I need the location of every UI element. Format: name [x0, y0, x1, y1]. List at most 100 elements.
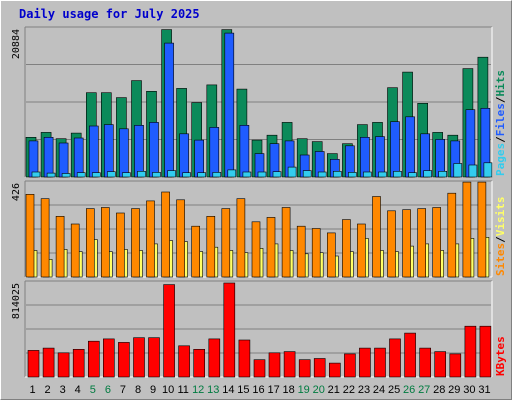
visitors-bar-sites	[387, 210, 396, 278]
traffic-bar-files	[239, 125, 250, 178]
kbytes-bar-kbytes	[419, 347, 432, 378]
kbytes-bar-kbytes	[27, 350, 40, 378]
traffic-bar-pages	[122, 172, 131, 178]
traffic-bar-pages	[92, 172, 101, 178]
x-tick-label: 1	[29, 384, 35, 396]
traffic-bar-files	[119, 128, 129, 178]
kbytes-bar-kbytes	[328, 362, 341, 378]
traffic-bar-files	[73, 137, 84, 178]
traffic-bar-files	[224, 32, 235, 178]
x-tick-label: 27	[418, 384, 430, 396]
kbytes-bar-kbytes	[193, 348, 205, 378]
x-tick-label: 22	[343, 384, 355, 396]
legend-files: Files	[494, 103, 507, 136]
traffic-bar-pages	[182, 172, 191, 178]
traffic-bar-pages	[197, 172, 206, 178]
traffic-bar-pages	[317, 171, 327, 178]
traffic-bar-pages	[438, 171, 448, 178]
visitors-bar-sites	[40, 198, 50, 278]
x-tick-label: 6	[105, 384, 111, 396]
visitors-bar-sites	[296, 225, 306, 278]
traffic-bar-files	[194, 139, 204, 178]
kbytes-bar-kbytes	[238, 339, 251, 378]
traffic-bar-pages	[107, 171, 116, 178]
visitors-bar-sites	[176, 199, 185, 278]
traffic-bar-pages	[468, 164, 478, 178]
kbytes-ymax-label: 814025	[11, 283, 22, 319]
traffic-bar-files	[360, 137, 370, 178]
kbytes-bar-kbytes	[374, 347, 386, 378]
traffic-bar-pages	[363, 171, 372, 178]
x-tick-label: 18	[282, 384, 294, 396]
visitors-bar-sites	[251, 221, 261, 278]
visitors-bar-sites	[281, 207, 291, 278]
visitors-ymax-label: 426	[11, 183, 22, 201]
kbytes-bar-kbytes	[72, 348, 85, 378]
x-tick-label: 3	[60, 384, 66, 396]
visitors-legend: Sites/Visits	[494, 197, 507, 277]
legend-separator: /	[494, 96, 507, 103]
traffic-bar-pages	[348, 172, 357, 178]
traffic-bar-pages	[287, 166, 297, 178]
x-tick-label: 23	[358, 384, 370, 396]
traffic-bar-pages	[242, 171, 252, 178]
traffic-bar-files	[149, 122, 159, 178]
visitors-bar-sites	[432, 207, 442, 278]
traffic-bar-pages	[152, 172, 161, 178]
visitors-bar-sites	[372, 196, 381, 278]
kbytes-bar-kbytes	[148, 337, 160, 378]
kbytes-bar-kbytes	[283, 351, 296, 378]
traffic-bar-pages	[408, 172, 417, 178]
x-tick-label: 30	[463, 384, 475, 396]
visitors-bar-sites	[342, 219, 351, 278]
x-tick-label: 28	[433, 384, 445, 396]
x-tick-label: 9	[150, 384, 156, 396]
traffic-bar-pages	[423, 170, 433, 178]
kbytes-bar-kbytes	[163, 284, 175, 378]
traffic-bar-files	[405, 116, 415, 178]
traffic-bar-pages	[46, 172, 56, 178]
traffic-bar-files	[390, 121, 400, 178]
visitors-bar-sites	[311, 228, 321, 278]
traffic-ymax-label: 20884	[11, 29, 22, 59]
traffic-bar-files	[134, 125, 144, 178]
visitors-bar-sites	[462, 181, 472, 278]
kbytes-bar-kbytes	[389, 338, 401, 378]
legend-hits: Hits	[494, 70, 507, 97]
x-tick-label: 25	[388, 384, 400, 396]
x-tick-label: 24	[373, 384, 385, 396]
visitors-bar-sites	[116, 212, 125, 278]
traffic-bar-files	[375, 136, 385, 178]
x-tick-label: 7	[120, 384, 126, 396]
kbytes-bar-kbytes	[208, 338, 221, 378]
visitors-bar-sites	[417, 208, 427, 278]
x-tick-label: 2	[45, 384, 51, 396]
kbytes-bar-kbytes	[464, 325, 477, 378]
visitors-bar-sites	[131, 208, 140, 278]
kbytes-bar-kbytes	[103, 338, 115, 378]
traffic-bar-pages	[257, 171, 267, 178]
legend-kbytes: KBytes	[494, 336, 507, 376]
traffic-legend: Pages/Files/Hits	[494, 70, 507, 176]
x-tick-label: 19	[298, 384, 310, 396]
kbytes-bar-kbytes	[42, 347, 55, 378]
traffic-bar-pages	[167, 170, 176, 178]
legend-separator: /	[494, 236, 507, 243]
x-tick-label: 8	[135, 384, 141, 396]
legend-sites: Sites	[494, 243, 507, 276]
x-tick-label: 21	[328, 384, 340, 396]
visitors-bar-sites	[221, 208, 231, 278]
kbytes-bar-kbytes	[223, 282, 236, 378]
x-tick-label: 14	[222, 384, 234, 396]
traffic-bar-files	[104, 124, 114, 178]
x-tick-label: 5	[90, 384, 96, 396]
kbytes-legend: KBytes	[494, 336, 507, 376]
kbytes-bar-kbytes	[268, 352, 281, 378]
chart-title: Daily usage for July 2025	[19, 7, 200, 21]
kbytes-bar-kbytes	[449, 353, 462, 378]
traffic-bar-pages	[31, 171, 41, 178]
traffic-bar-pages	[332, 171, 342, 178]
kbytes-bar-kbytes	[434, 351, 447, 378]
visitors-bar-sites	[402, 209, 411, 278]
x-tick-label: 16	[252, 384, 264, 396]
